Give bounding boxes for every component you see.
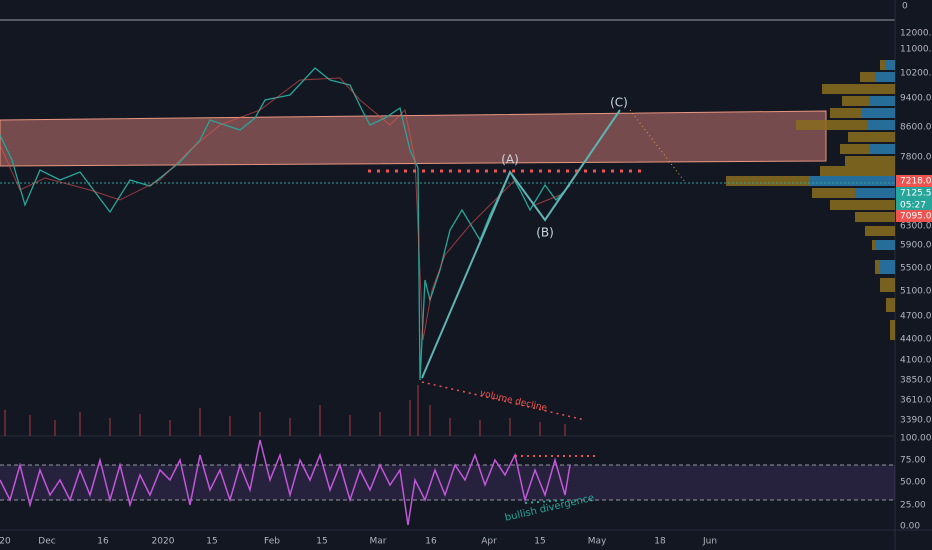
axis-label: Dec bbox=[38, 537, 55, 547]
axis-label: 5500.0 bbox=[900, 264, 932, 274]
axis-label: Apr bbox=[481, 537, 497, 547]
resistance-zone bbox=[0, 110, 827, 167]
axis-label: 16 bbox=[425, 537, 437, 547]
volume-trend bbox=[421, 381, 586, 421]
volume-profile-up bbox=[810, 60, 895, 274]
axis-label: 5900.0 bbox=[900, 241, 932, 251]
axis-label: 11000.0 bbox=[900, 45, 932, 55]
axis-label: 6300.0 bbox=[900, 222, 932, 232]
divergence-line bbox=[524, 499, 566, 504]
axis-label: 75.00 bbox=[900, 456, 926, 466]
volume-bars bbox=[4, 385, 566, 436]
axis-label: 0 bbox=[902, 2, 908, 12]
axis-label: May bbox=[588, 537, 607, 547]
axis-label: Jun bbox=[702, 537, 717, 547]
wave-label: (C) bbox=[610, 96, 628, 110]
axis-label: 2020 bbox=[152, 537, 175, 547]
axis-label: 4400.0 bbox=[900, 335, 932, 345]
axis-label: 4100.0 bbox=[900, 356, 932, 366]
axis-label: 15 bbox=[206, 537, 217, 547]
price-tag bbox=[896, 187, 932, 211]
axis-label: 3610.0 bbox=[900, 396, 932, 406]
axis-label: 7800.0 bbox=[900, 153, 932, 163]
axis-label: 5100.0 bbox=[900, 287, 932, 297]
axis-label: 4700.0 bbox=[900, 312, 932, 322]
price-tag-label: 7218.0 bbox=[900, 177, 932, 187]
axis-label: 10200.0 bbox=[900, 69, 932, 79]
price-series bbox=[0, 67, 571, 381]
price-tag-label: 05:27 bbox=[900, 201, 926, 211]
axis-label: 18 bbox=[654, 537, 666, 547]
price-tag-label: 7125.5 bbox=[900, 189, 932, 199]
axis-label: 8600.0 bbox=[900, 123, 932, 133]
axis-label: 9400.0 bbox=[900, 94, 932, 104]
axis-label: 25.00 bbox=[900, 501, 926, 511]
axis-label: 100.00 bbox=[900, 434, 932, 444]
axis-label: 50.00 bbox=[900, 478, 926, 488]
rsi-band bbox=[0, 465, 895, 500]
axis-label: 20 bbox=[0, 537, 11, 547]
price-tag-label: 7095.0 bbox=[900, 212, 932, 222]
price-tag bbox=[896, 210, 932, 222]
axis-label: 12000.0 bbox=[900, 29, 932, 39]
axis-label: 15 bbox=[534, 537, 545, 547]
axis-label: 0.00 bbox=[900, 522, 920, 532]
axis-label: 16 bbox=[97, 537, 109, 547]
axis-label: 3850.0 bbox=[900, 376, 932, 386]
axis-label: 3390.0 bbox=[900, 416, 932, 426]
time-axis: 20 Dec 16 2020 15 Feb 15 Mar 16 Apr 15 M… bbox=[0, 537, 717, 547]
wave-label: (B) bbox=[536, 226, 554, 240]
axis-label: 15 bbox=[316, 537, 327, 547]
axis-label: Mar bbox=[370, 537, 387, 547]
price-series-down bbox=[0, 77, 561, 341]
wave-line bbox=[421, 109, 621, 379]
rsi-line bbox=[0, 439, 571, 526]
price-axis: 0 12000.0 11000.0 10200.0 9400.0 8600.0 … bbox=[900, 2, 932, 426]
wave-label: (A) bbox=[501, 153, 519, 167]
price-tag bbox=[896, 175, 932, 187]
axis-label: Feb bbox=[264, 537, 280, 547]
